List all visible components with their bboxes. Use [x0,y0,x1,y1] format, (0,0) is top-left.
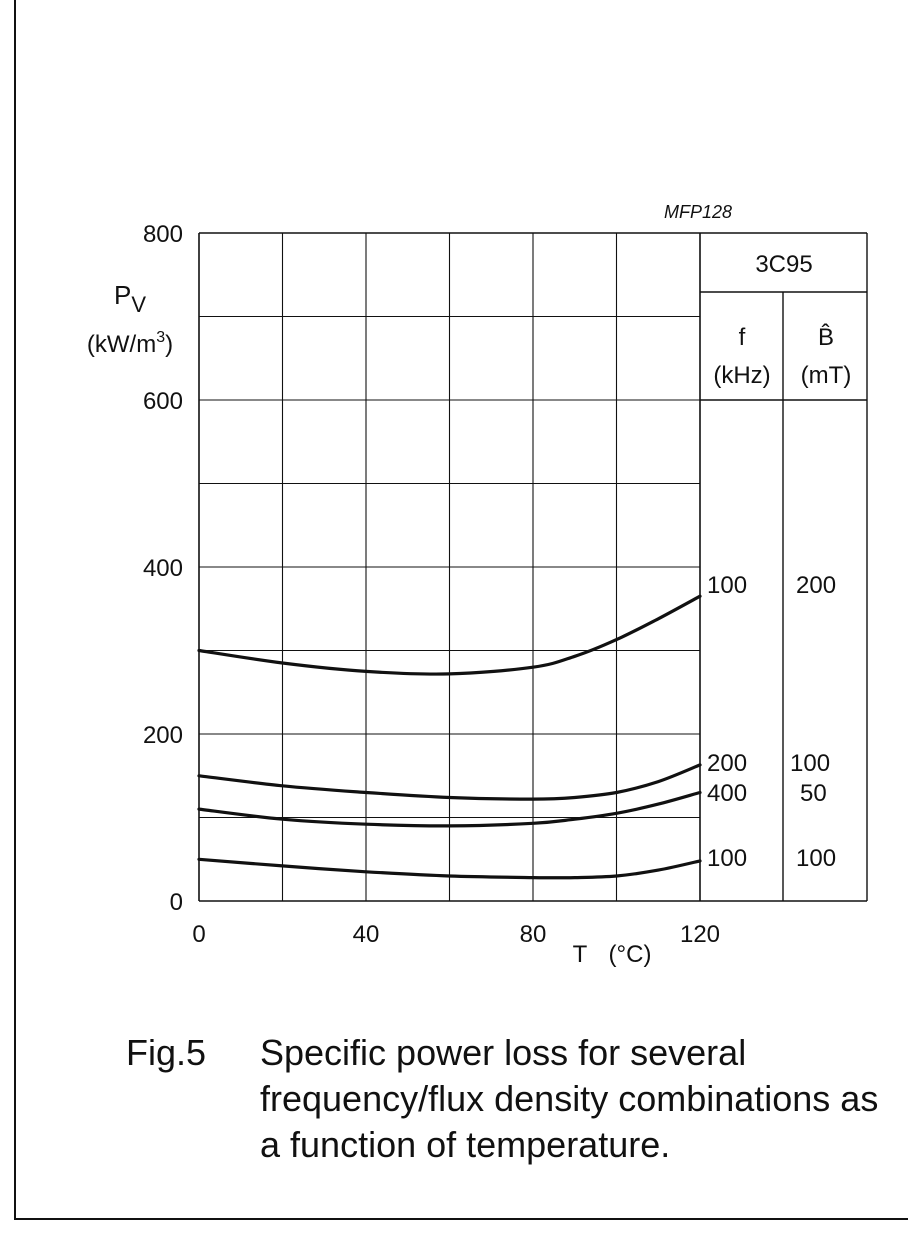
series-b-label: 200 [796,572,836,599]
series-f-label: 100 [707,845,747,872]
axes: MFP128 PV (kW/m3) T (°C) [87,202,732,968]
y-tick-label: 200 [143,722,183,749]
series-line [197,790,702,828]
y-tick-label: 600 [143,388,183,415]
series-b-label: 100 [796,845,836,872]
x-axis-label: T [573,941,588,968]
y-axis-unit: (kW/m3) [87,329,173,358]
y-tick-label: 400 [143,555,183,582]
y-tick-label: 0 [170,889,183,916]
frame-left-border [14,0,16,1220]
legend-table: f (kHz) B̂ (mT) 3C95 [700,232,868,902]
chart: f (kHz) B̂ (mT) 3C95 MFP128 PV (kW/m3) T… [87,202,868,968]
x-tick-label: 80 [520,921,547,948]
table-col1-header: f [739,324,746,351]
x-tick-label: 0 [192,921,205,948]
frame-bottom-border [14,1218,908,1220]
table-col1-unit: (kHz) [713,362,770,389]
x-tick-label: 40 [353,921,380,948]
series-f-label: 100 [707,572,747,599]
series-line [197,594,702,676]
caption-text: Specific power loss for several frequenc… [260,1032,879,1165]
material-label: 3C95 [755,251,812,278]
chart-code: MFP128 [664,202,732,222]
grid [198,232,701,902]
x-tick-label: 120 [680,921,720,948]
series-b-label: 50 [800,780,827,807]
series-labels: 100 200 200 100 400 50 100 100 [707,572,836,872]
series-line [197,857,702,880]
caption-number: Fig.5 [126,1032,207,1073]
y-tick-label: 800 [143,221,183,248]
series-f-label: 400 [707,780,747,807]
series-line [197,763,702,801]
x-axis-unit: (°C) [609,941,652,968]
table-col2-header: B̂ [818,323,834,351]
table-col2-unit: (mT) [801,362,852,389]
series-lines [197,594,702,880]
series-b-label: 100 [790,750,830,777]
tick-labels: 0 40 80 120 0 200 400 600 800 [143,221,720,948]
series-f-label: 200 [707,750,747,777]
y-axis-label: PV [114,280,146,317]
